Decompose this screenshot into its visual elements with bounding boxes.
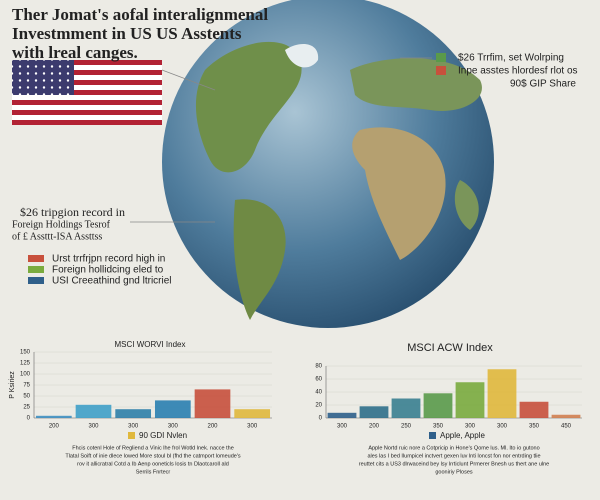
y-tick-label: 20 <box>315 403 322 409</box>
x-tick-label: 200 <box>49 424 60 430</box>
key-label: Urst trrfrjpn record high in <box>52 254 165 265</box>
bar <box>391 398 421 418</box>
y-axis-label: P Ksiriez <box>9 371 16 399</box>
title-line: with lreal canges. <box>12 43 138 62</box>
legend-swatch <box>429 432 436 439</box>
title-line: Investmment in US US Asstents <box>12 24 242 43</box>
bar <box>359 406 389 418</box>
x-tick-label: 300 <box>168 424 179 430</box>
legend-swatch <box>436 66 446 75</box>
y-tick-label: 150 <box>20 350 31 356</box>
us-flag <box>12 60 162 125</box>
caption-line: Tlatal Soift of inie dlece lowed More st… <box>65 453 241 459</box>
y-tick-label: 60 <box>315 377 322 383</box>
bar <box>455 382 485 418</box>
x-tick-label: 350 <box>529 424 540 430</box>
caption-line: reuttet cits a US3 dlrwaceind bey lsy lr… <box>359 461 549 467</box>
key-swatch <box>28 277 44 284</box>
bar <box>423 393 453 418</box>
x-tick-label: 300 <box>128 424 139 430</box>
legend-swatch <box>436 53 446 62</box>
caption-line: Fhcis cotenl Hole of Regliend a Vinic lh… <box>72 445 234 451</box>
key-swatch <box>28 255 44 262</box>
x-tick-label: 300 <box>337 424 348 430</box>
x-tick-label: 250 <box>401 424 412 430</box>
y-tick-label: 50 <box>23 394 30 400</box>
x-tick-label: 200 <box>207 424 218 430</box>
y-tick-label: 75 <box>23 383 30 389</box>
bar <box>194 389 231 418</box>
caption-line: Apple Nortd ruic nore a Cotpricip in Hon… <box>368 445 539 451</box>
y-tick-label: 0 <box>27 416 31 422</box>
chart-title: MSCI ACW Index <box>407 342 493 354</box>
connector <box>161 69 216 91</box>
x-tick-label: 300 <box>88 424 99 430</box>
key-swatch <box>28 266 44 273</box>
bar <box>154 400 191 418</box>
bar <box>115 409 152 418</box>
caption-line: ales las I bed Ilumpicel inctvert gexen … <box>367 453 540 459</box>
y-tick-label: 0 <box>319 416 323 422</box>
bar <box>234 409 271 418</box>
legend-label: $26 Trrfim, set Wolrping <box>458 53 564 64</box>
bar <box>327 412 357 418</box>
x-tick-label: 200 <box>369 424 380 430</box>
bar <box>551 414 581 418</box>
y-tick-label: 25 <box>23 405 30 411</box>
caption-line: Serrils Fnrtecr <box>136 469 171 475</box>
callout-line: Foreign Holdings Tesrof <box>12 219 111 230</box>
x-tick-label: 300 <box>247 424 258 430</box>
y-tick-label: 80 <box>315 364 322 370</box>
y-tick-label: 100 <box>20 372 31 378</box>
y-tick-label: 125 <box>20 361 31 367</box>
x-tick-label: 300 <box>497 424 508 430</box>
x-tick-label: 300 <box>465 424 476 430</box>
legend-label: Apple, Apple <box>440 431 485 440</box>
legend-label: 90$ GIP Share <box>510 79 576 90</box>
bar <box>75 404 112 418</box>
legend-swatch <box>128 432 135 439</box>
bar <box>519 401 549 418</box>
globe <box>162 0 494 328</box>
caption-line: rov it allicratral Cotd a Ib Aenp ooneti… <box>77 461 229 467</box>
callout-line: $26 tripgion record in <box>20 205 125 219</box>
key-label: USI Creeathind gnd ltricriel <box>52 276 172 287</box>
x-tick-label: 450 <box>561 424 572 430</box>
key-label: Foreign hollidcing eled to <box>52 265 164 276</box>
y-tick-label: 40 <box>315 390 322 396</box>
bar <box>35 415 72 418</box>
caption-line: gooniriy Ploses <box>435 469 473 475</box>
x-tick-label: 350 <box>433 424 444 430</box>
callout-line: of £ Assttt-ISA Assttss <box>12 231 102 242</box>
title-line: Ther Jomat's aofal interalignmenal <box>12 5 268 24</box>
bar <box>487 369 517 418</box>
legend-label: 90 GDI Nvlen <box>139 431 187 440</box>
chart-title: MSCI WORVI Index <box>115 340 186 349</box>
legend-label: Inpe asstes hlordesf rlot os <box>458 66 578 77</box>
